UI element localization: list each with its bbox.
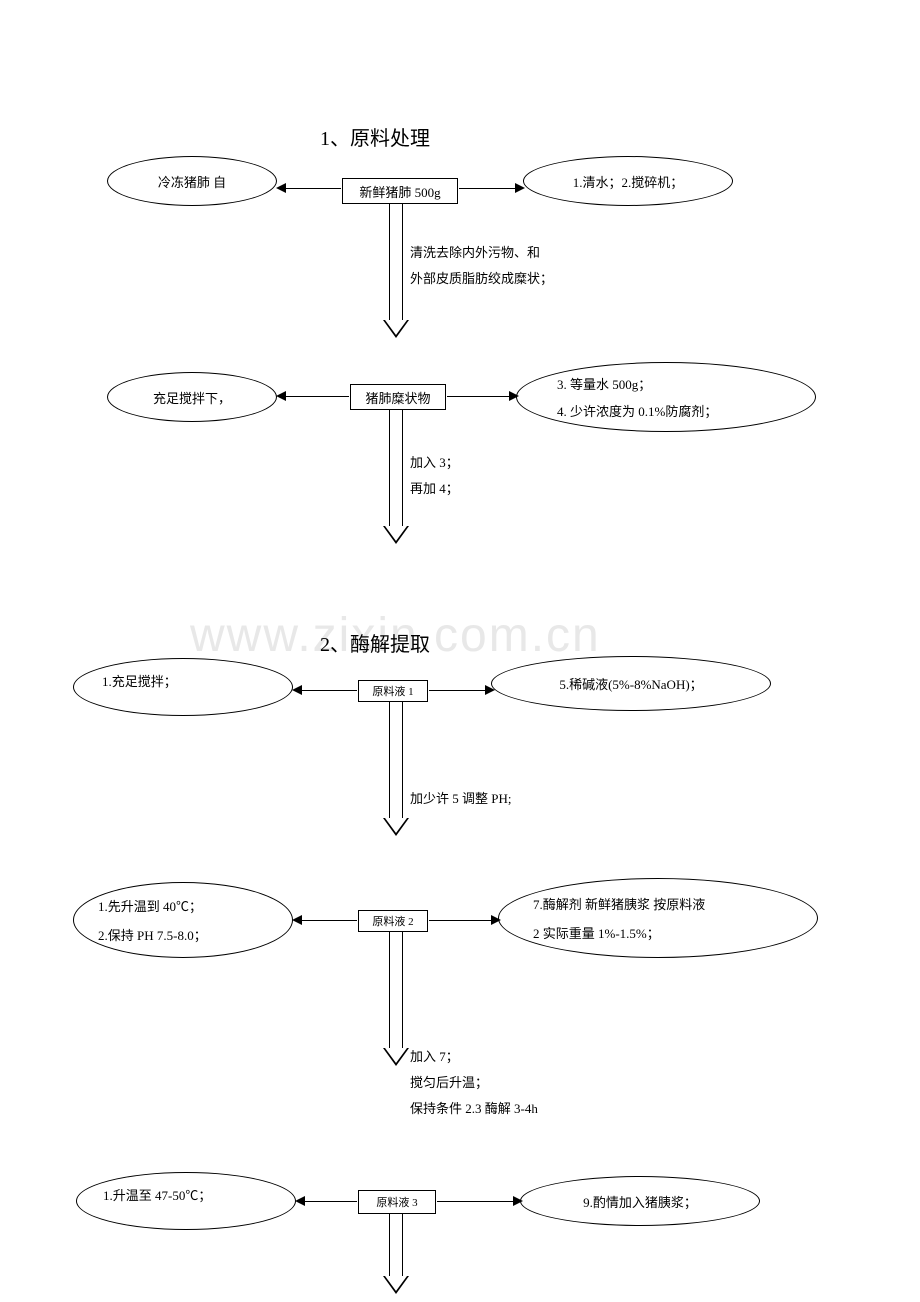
arrow-n4-right	[429, 920, 491, 921]
arrow-n4-right-head	[491, 915, 501, 925]
arrow-n2-left	[285, 396, 349, 397]
node5-center-text: 原料液 3	[376, 1194, 417, 1210]
arrow-n5-right-head	[513, 1196, 523, 1206]
arrow-n2-right-head	[509, 391, 519, 401]
node4-down-line2: 搅匀后升温；	[410, 1070, 538, 1096]
node2-down-annot: 加入 3； 再加 4；	[410, 450, 459, 502]
node4-down-line3: 保持条件 2.3 酶解 3-4h	[410, 1096, 538, 1122]
node1-right-ellipse: 1.清水；2.搅碎机；	[523, 156, 733, 206]
node5-right-text: 9.酌情加入猪胰浆；	[583, 1192, 697, 1211]
node3-down-annot: 加少许 5 调整 PH;	[410, 786, 511, 812]
node1-down-line1: 清洗去除内外污物、和	[410, 240, 553, 266]
node1-down-line2: 外部皮质脂肪绞成糜状；	[410, 266, 553, 292]
arrow-n5-left	[304, 1201, 357, 1202]
node1-left-ellipse: 冷冻猪肺 自	[107, 156, 277, 206]
section1-title: 1、原料处理	[320, 122, 430, 151]
arrow-n3-left	[301, 690, 357, 691]
node1-right-text: 1.清水；2.搅碎机；	[573, 172, 684, 191]
node4-left-ellipse: 1.先升温到 40℃； 2.保持 PH 7.5-8.0；	[73, 882, 293, 958]
node2-left-ellipse: 充足搅拌下，	[107, 372, 277, 422]
node4-down-line1: 加入 7；	[410, 1044, 538, 1070]
arrow-n1-left	[285, 188, 341, 189]
arrow-n4-left-head	[292, 915, 302, 925]
node4-down-annot: 加入 7； 搅匀后升温； 保持条件 2.3 酶解 3-4h	[410, 1044, 538, 1122]
arrow-n3-right-head	[485, 685, 495, 695]
node2-center-rect: 猪肺糜状物	[350, 384, 446, 410]
down-arrow-5	[383, 1214, 409, 1294]
arrow-n1-right-head	[515, 183, 525, 193]
node3-right-text: 5.稀碱液(5%-8%NaOH)；	[559, 674, 702, 693]
node3-left-text1: 1.充足搅拌；	[102, 671, 177, 690]
arrow-n5-left-head	[295, 1196, 305, 1206]
down-arrow-2	[383, 410, 409, 540]
down-arrow-1	[383, 204, 409, 334]
node4-right-text2: 2 实际重量 1%-1.5%；	[533, 923, 660, 942]
down-arrow-3	[383, 702, 409, 832]
node5-right-ellipse: 9.酌情加入猪胰浆；	[520, 1176, 760, 1226]
node5-center-rect: 原料液 3	[358, 1190, 436, 1214]
node4-left-text2: 2.保持 PH 7.5-8.0；	[98, 925, 207, 944]
node2-right-ellipse: 3. 等量水 500g； 4. 少许浓度为 0.1%防腐剂；	[516, 362, 816, 432]
arrow-n4-left	[301, 920, 357, 921]
down-arrow-4	[383, 932, 409, 1062]
node3-left-ellipse: 1.充足搅拌；	[73, 658, 293, 716]
node4-center-text: 原料液 2	[372, 913, 413, 929]
node1-center-text: 新鲜猪肺 500g	[359, 182, 440, 201]
node4-center-rect: 原料液 2	[358, 910, 428, 932]
arrow-n1-left-head	[276, 183, 286, 193]
node1-center-rect: 新鲜猪肺 500g	[342, 178, 458, 204]
node4-right-ellipse: 7.酶解剂 新鲜猪胰浆 按原料液 2 实际重量 1%-1.5%；	[498, 878, 818, 958]
node2-center-text: 猪肺糜状物	[365, 388, 430, 407]
section2-title: 2、酶解提取	[320, 628, 430, 657]
node3-down-line1: 加少许 5 调整 PH;	[410, 786, 511, 812]
arrow-n3-left-head	[292, 685, 302, 695]
node1-down-annot: 清洗去除内外污物、和 外部皮质脂肪绞成糜状；	[410, 240, 553, 292]
node2-right-text2: 4. 少许浓度为 0.1%防腐剂；	[557, 401, 717, 420]
node2-down-line1: 加入 3；	[410, 450, 459, 476]
node2-left-text: 充足搅拌下，	[153, 388, 231, 407]
node5-left-text1: 1.升温至 47-50℃；	[103, 1185, 211, 1204]
arrow-n3-right	[429, 690, 485, 691]
node1-left-text: 冷冻猪肺 自	[158, 172, 226, 191]
node3-center-rect: 原料液 1	[358, 680, 428, 702]
node4-left-text1: 1.先升温到 40℃；	[98, 896, 202, 915]
node3-center-text: 原料液 1	[372, 683, 413, 699]
node2-right-text1: 3. 等量水 500g；	[557, 374, 651, 393]
arrow-n5-right	[437, 1201, 513, 1202]
node3-right-ellipse: 5.稀碱液(5%-8%NaOH)；	[491, 656, 771, 711]
arrow-n1-right	[459, 188, 515, 189]
arrow-n2-left-head	[276, 391, 286, 401]
node2-down-line2: 再加 4；	[410, 476, 459, 502]
node4-right-text1: 7.酶解剂 新鲜猪胰浆 按原料液	[533, 894, 705, 913]
arrow-n2-right	[447, 396, 509, 397]
node5-left-ellipse: 1.升温至 47-50℃；	[76, 1172, 296, 1230]
